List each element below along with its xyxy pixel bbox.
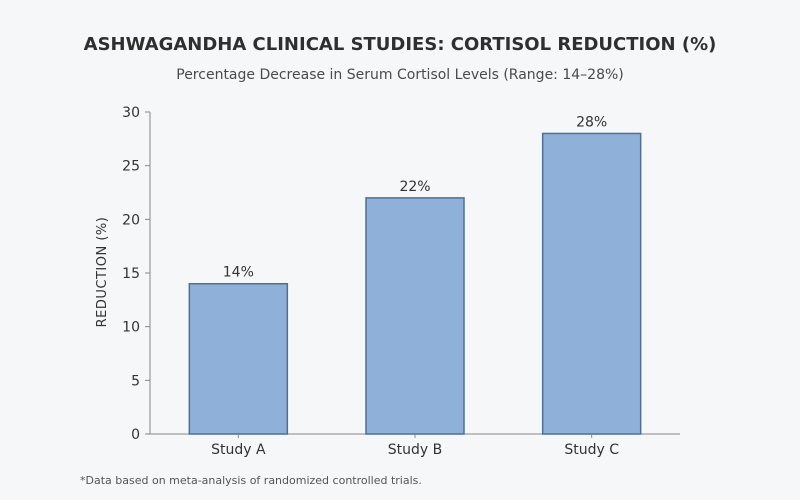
y-tick-label: 10 bbox=[122, 320, 140, 336]
y-tick-label: 15 bbox=[122, 266, 140, 282]
x-tick-label: Study C bbox=[564, 442, 619, 458]
bar bbox=[541, 132, 642, 435]
chart-title: ASHWAGANDHA CLINICAL STUDIES: CORTISOL R… bbox=[84, 34, 717, 55]
y-tick-label: 25 bbox=[122, 159, 140, 175]
data-label: 22% bbox=[399, 179, 430, 195]
data-label: 14% bbox=[223, 265, 254, 281]
footnote: *Data based on meta-analysis of randomiz… bbox=[80, 474, 422, 487]
chart-subtitle: Percentage Decrease in Serum Cortisol Le… bbox=[176, 67, 624, 83]
x-tick-label: Study B bbox=[388, 442, 442, 458]
x-tick-label: Study A bbox=[211, 442, 266, 458]
y-axis-label: REDUCTION (%) bbox=[95, 217, 110, 328]
y-tick-label: 5 bbox=[131, 373, 140, 389]
bar bbox=[188, 282, 289, 435]
bar bbox=[365, 197, 465, 435]
y-tick-label: 20 bbox=[122, 212, 140, 228]
y-tick-label: 30 bbox=[122, 105, 140, 121]
data-label: 28% bbox=[576, 114, 607, 130]
y-tick-label: 0 bbox=[131, 427, 140, 443]
